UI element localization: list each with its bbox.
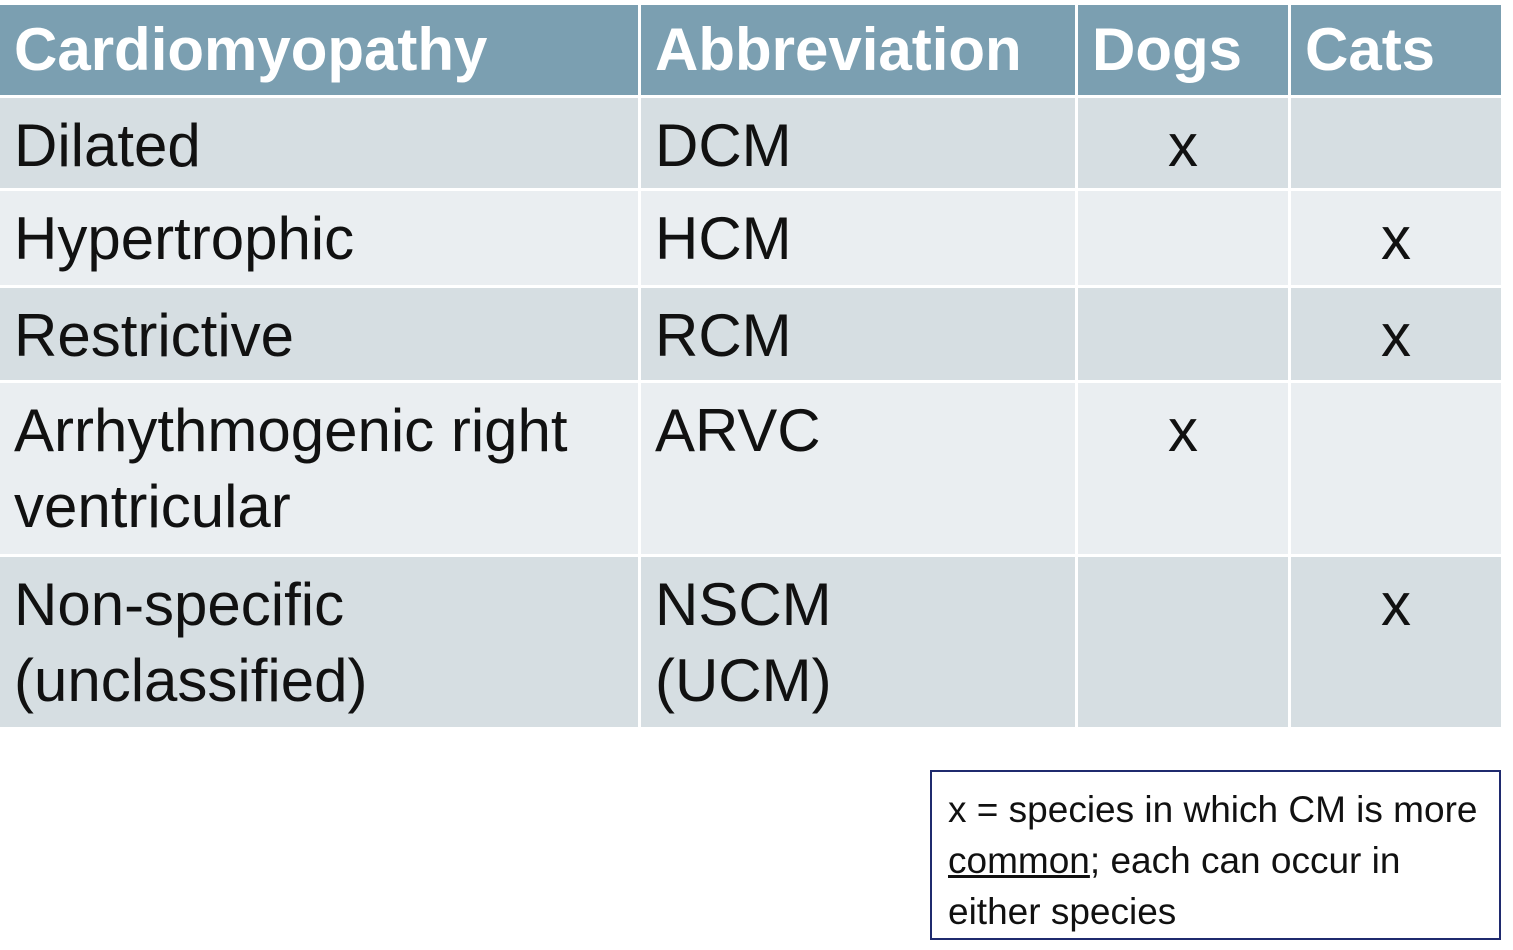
header-cell: Cats bbox=[1291, 5, 1501, 95]
table: Cardiomyopathy Abbreviation Dogs Cats Dilate… bbox=[0, 5, 1501, 727]
mark-cell bbox=[1078, 191, 1288, 285]
mark-cell bbox=[1078, 288, 1288, 380]
legend-note: x = species in which CM is more common; … bbox=[930, 770, 1501, 940]
mark-cell: x bbox=[1078, 383, 1288, 554]
table-cell: Non-specific (unclassified) bbox=[0, 557, 638, 727]
note-emphasis: common bbox=[948, 840, 1090, 881]
mark-cell: x bbox=[1291, 557, 1501, 727]
table-cell: HCM bbox=[641, 191, 1075, 285]
mark-cell: x bbox=[1078, 98, 1288, 188]
table-cell: Dilated bbox=[0, 98, 638, 188]
note-text: x = species in which CM is more bbox=[948, 789, 1478, 830]
table-cell: ARVC bbox=[641, 383, 1075, 554]
mark-cell bbox=[1291, 98, 1501, 188]
table-cell: Hypertrophic bbox=[0, 191, 638, 285]
table-cell: Restrictive bbox=[0, 288, 638, 380]
mark-cell: x bbox=[1291, 191, 1501, 285]
table-cell: NSCM (UCM) bbox=[641, 557, 1075, 727]
table-cell: RCM bbox=[641, 288, 1075, 380]
mark-cell bbox=[1078, 557, 1288, 727]
mark-cell bbox=[1291, 383, 1501, 554]
table-cell: DCM bbox=[641, 98, 1075, 188]
header-cell: Cardiomyopathy bbox=[0, 5, 638, 95]
table-cell: Arrhythmogenic right ventricular bbox=[0, 383, 638, 554]
header-cell: Dogs bbox=[1078, 5, 1288, 95]
mark-cell: x bbox=[1291, 288, 1501, 380]
header-cell: Abbreviation bbox=[641, 5, 1075, 95]
note-text: ; each can occur in either species bbox=[948, 840, 1401, 932]
